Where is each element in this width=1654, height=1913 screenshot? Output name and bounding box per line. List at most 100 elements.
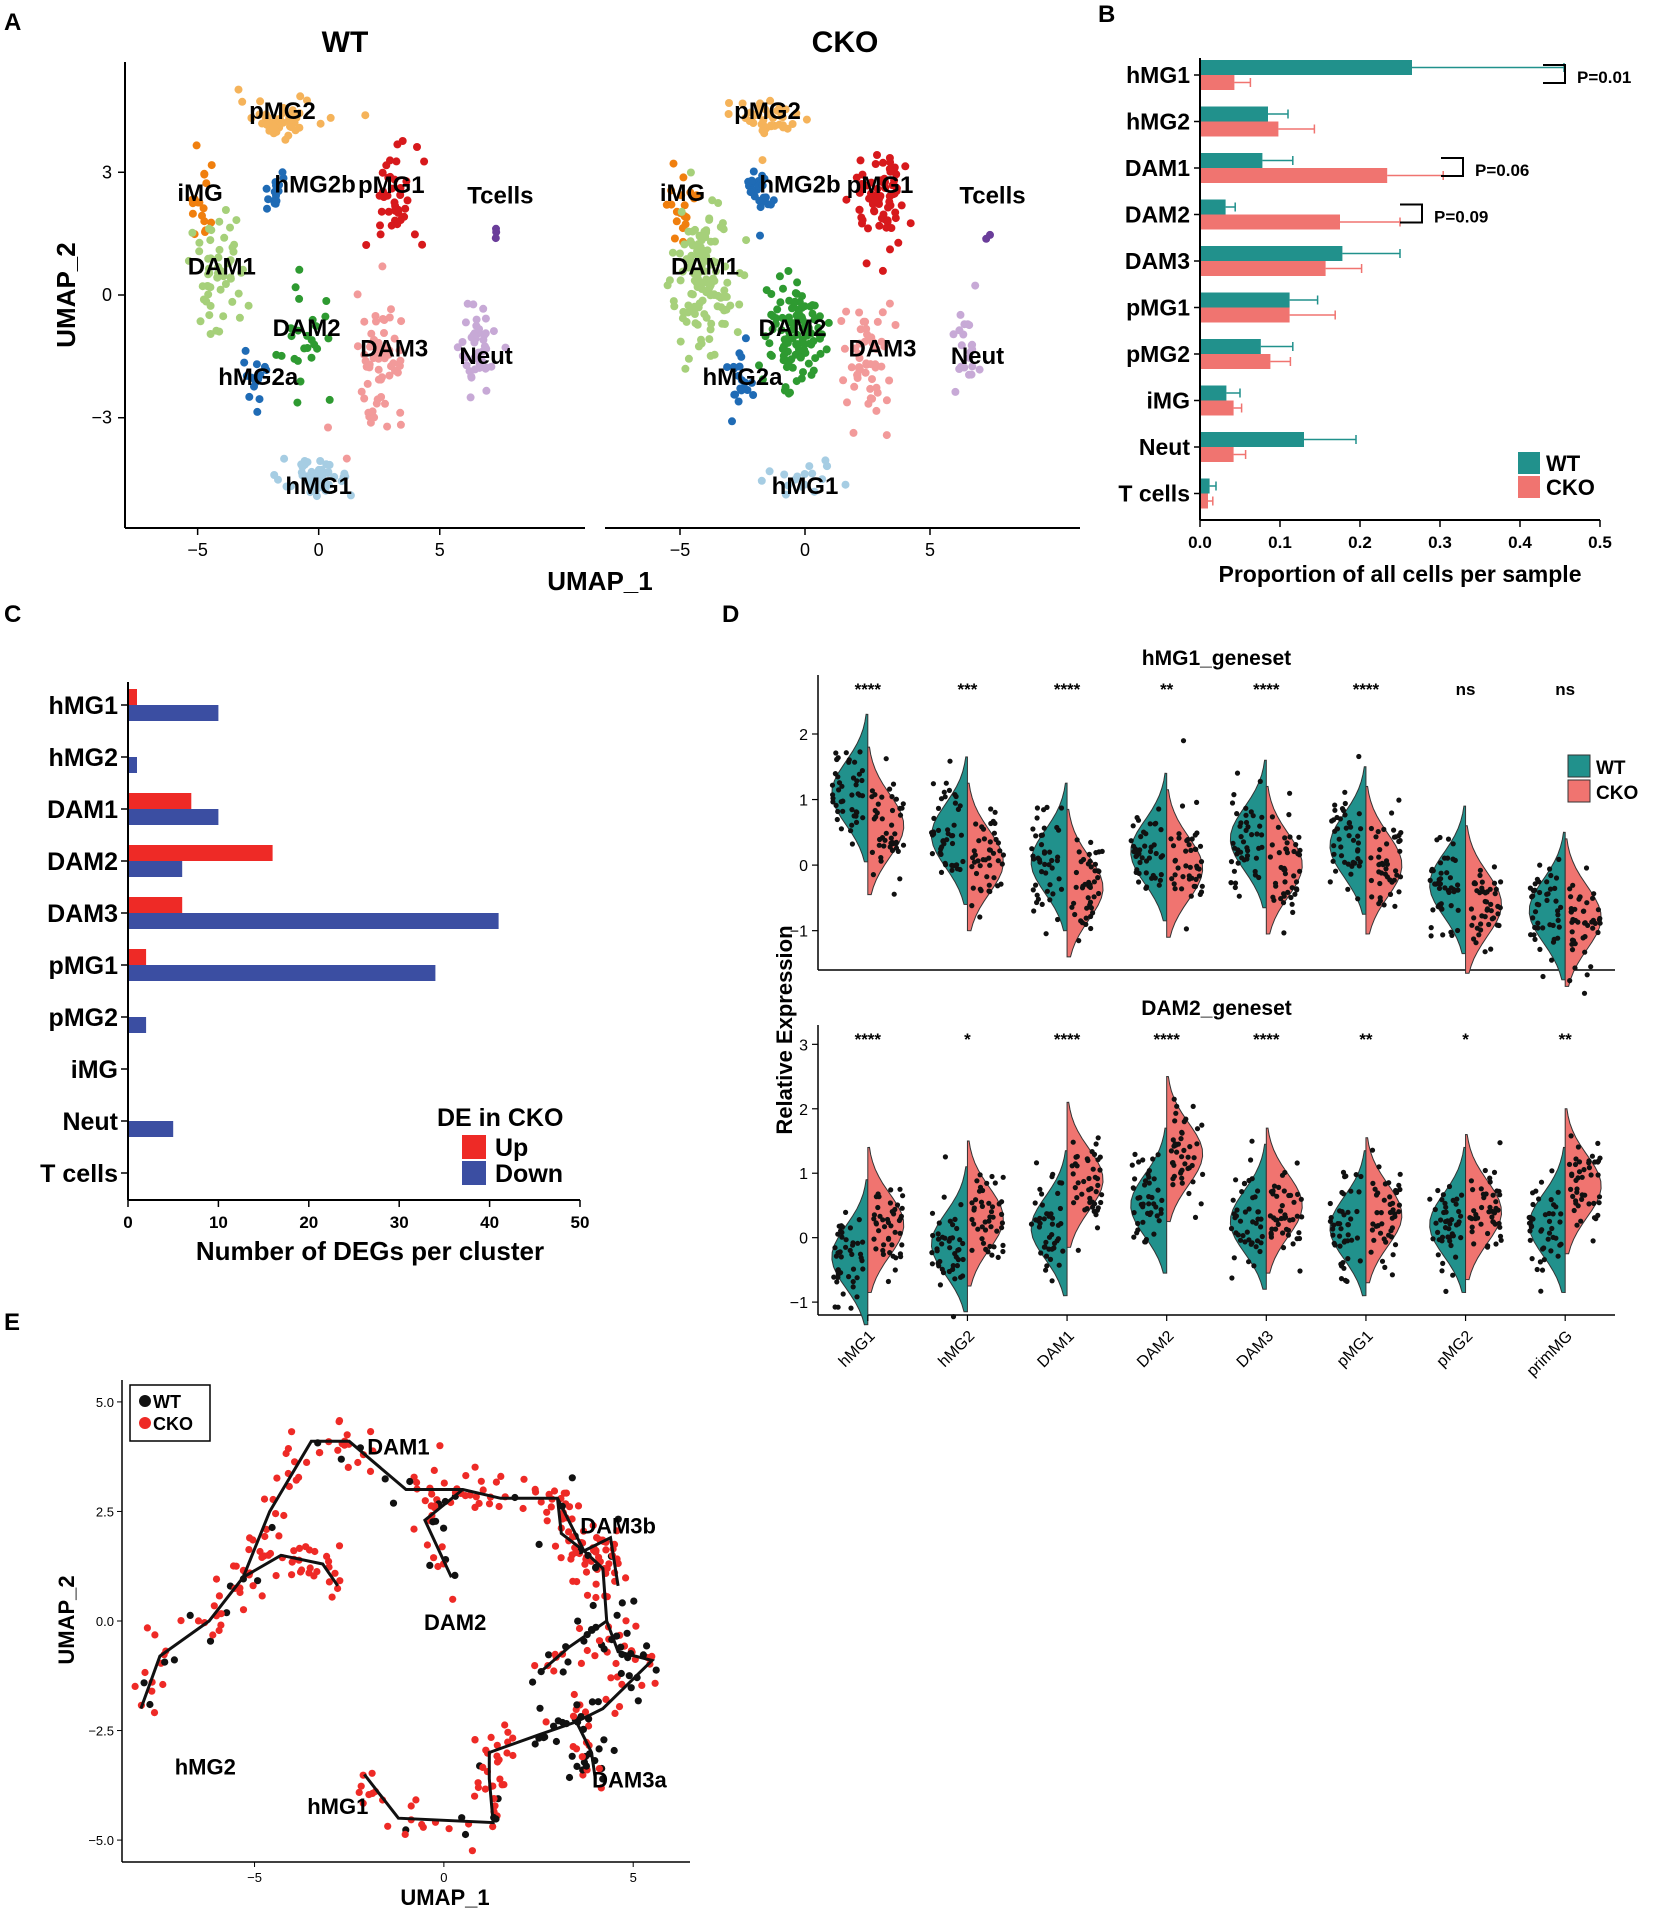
panel-c-category: pMG1 bbox=[49, 952, 119, 980]
deg-bar-Up-DAM1 bbox=[128, 793, 192, 809]
umap-cell-hMG2a bbox=[735, 362, 744, 371]
umap-cell-DAM2 bbox=[814, 323, 823, 332]
cell-cko bbox=[384, 1822, 392, 1830]
umap-cell-DAM3 bbox=[372, 317, 380, 326]
umap-cell-DAM2 bbox=[795, 345, 803, 354]
cluster-label-hMG2b: hMG2b bbox=[759, 172, 840, 199]
panel-b-pvalue: P=0.06 bbox=[1475, 161, 1529, 180]
panel-e-ylabel: UMAP_2 bbox=[54, 1575, 79, 1664]
umap-cell-DAM2 bbox=[792, 377, 801, 386]
panel-e-legend: WT CKO bbox=[129, 1384, 211, 1442]
cell-wt bbox=[568, 1752, 576, 1760]
umap-cell-pMG1 bbox=[875, 221, 884, 230]
cluster-label-iMG: iMG bbox=[177, 180, 222, 207]
cell-cko bbox=[583, 1646, 591, 1655]
umap-cell-DAM3 bbox=[869, 337, 877, 346]
umap-cell-DAM3 bbox=[873, 317, 882, 326]
umap-cell-DAM2 bbox=[311, 322, 320, 331]
panel-e-xlabel: UMAP_1 bbox=[400, 1885, 489, 1908]
cell-cko bbox=[602, 1546, 610, 1554]
panel-c-xtick: 20 bbox=[299, 1213, 318, 1232]
bar-CKO-iMG bbox=[1200, 400, 1234, 416]
cell-wt bbox=[337, 1455, 345, 1463]
umap-cell-DAM1 bbox=[196, 317, 205, 326]
bar-CKO-hMG1 bbox=[1200, 75, 1235, 90]
umap-cell-DAM3 bbox=[378, 262, 387, 271]
umap-cell-pMG1 bbox=[396, 191, 405, 199]
umap-cell-hMG1 bbox=[821, 456, 830, 465]
significance-mark: **** bbox=[1054, 680, 1081, 699]
umap-cell-DAM1 bbox=[708, 196, 717, 205]
umap-cell-hMG1 bbox=[808, 469, 817, 478]
panel-e-trajectory: −5 0 5 5.0 2.5 0.0 −2.5 −5.0 DAM1 DAM3b DAM2 hMG2 D… bbox=[54, 1380, 690, 1910]
umap-cell-DAM2 bbox=[291, 283, 300, 292]
cell-cko bbox=[282, 1449, 290, 1458]
cell-cko bbox=[423, 1541, 431, 1549]
umap-cell-pMG2 bbox=[303, 96, 311, 105]
panel-b-category: DAM1 bbox=[1125, 155, 1190, 181]
panel-b-category: T cells bbox=[1118, 481, 1190, 507]
umap-cell-DAM3 bbox=[324, 423, 332, 432]
significance-mark: * bbox=[1462, 1030, 1469, 1049]
cell-cko bbox=[413, 1478, 421, 1487]
panel-a-wt-title: WT bbox=[322, 26, 369, 59]
violin-CKO-hMG1 bbox=[867, 746, 905, 896]
panel-b-xtick: 0.0 bbox=[1188, 533, 1212, 552]
umap-cell-hMG1 bbox=[340, 469, 349, 478]
umap-cell-hMG1 bbox=[298, 462, 307, 471]
umap-cell-hMG2a bbox=[737, 386, 746, 395]
umap-cell-DAM1 bbox=[224, 259, 233, 268]
panel-d-legend: WT CKO bbox=[1567, 754, 1638, 804]
cell-cko bbox=[622, 1574, 630, 1582]
umap-cell-hMG1 bbox=[810, 487, 819, 496]
cell-wt bbox=[268, 1523, 276, 1532]
cell-wt bbox=[574, 1617, 582, 1625]
cell-cko bbox=[258, 1592, 266, 1600]
cell-wt bbox=[140, 1679, 148, 1687]
trajectory-label-hMG2: hMG2 bbox=[175, 1754, 236, 1779]
panel-label-a: A bbox=[4, 9, 21, 36]
umap-cell-hMG2b bbox=[758, 171, 767, 180]
umap-cell-DAM2 bbox=[324, 334, 333, 343]
umap-cell-DAM2 bbox=[811, 354, 820, 363]
panel-c-bar-chart: hMG1 hMG2 DAM1 DAM2 DAM3 pMG1 pMG2 iMG Neut T cel… bbox=[40, 682, 589, 1266]
cluster-label-DAM3: DAM3 bbox=[360, 335, 428, 362]
violin-ytick: 2 bbox=[799, 727, 808, 744]
umap-cell-pMG1 bbox=[384, 173, 393, 182]
cluster-label-DAM2: DAM2 bbox=[758, 315, 826, 342]
umap-cell-DAM3 bbox=[385, 313, 394, 322]
trajectory-label-DAM3b: DAM3b bbox=[580, 1513, 656, 1538]
umap-cell-pMG2 bbox=[725, 99, 733, 107]
trajectory-line bbox=[139, 1439, 656, 1825]
cell-wt bbox=[161, 1658, 169, 1666]
cell-cko bbox=[485, 1500, 494, 1508]
umap-cell-DAM1 bbox=[705, 278, 714, 287]
legend-title: DE in CKO bbox=[437, 1104, 563, 1132]
umap-cell-hMG2b bbox=[274, 187, 283, 196]
bar-WT-hMG2 bbox=[1200, 106, 1268, 122]
cell-wt bbox=[634, 1697, 642, 1705]
umap-cell-pMG1 bbox=[873, 151, 881, 159]
deg-bar-Down-DAM2 bbox=[128, 861, 183, 877]
panel-e-xtick: −5 bbox=[247, 1870, 262, 1885]
umap-cell-DAM1 bbox=[226, 223, 234, 232]
umap-cell-DAM3 bbox=[367, 329, 376, 338]
umap-cell-Neut bbox=[478, 347, 487, 356]
umap-cell-DAM3 bbox=[387, 305, 395, 314]
umap-cell-DAM2 bbox=[798, 316, 807, 325]
umap-cell-DAM2 bbox=[765, 339, 774, 348]
cell-cko bbox=[438, 1543, 446, 1551]
cell-cko bbox=[509, 1734, 517, 1742]
umap-cell-pMG2 bbox=[234, 85, 243, 94]
cell-cko bbox=[614, 1559, 622, 1567]
legend-cko-swatch-d bbox=[1567, 779, 1591, 803]
cell-cko bbox=[477, 1477, 485, 1485]
umap-cell-DAM1 bbox=[693, 320, 702, 329]
umap-cell-Neut bbox=[967, 370, 976, 379]
violin-ytick: 3 bbox=[799, 1037, 808, 1054]
cell-cko bbox=[503, 1749, 511, 1757]
cell-cko bbox=[229, 1562, 238, 1570]
umap-cell-pMG1 bbox=[398, 137, 407, 145]
umap-cell-DAM3 bbox=[360, 350, 369, 359]
umap-cell-DAM1 bbox=[206, 236, 215, 245]
